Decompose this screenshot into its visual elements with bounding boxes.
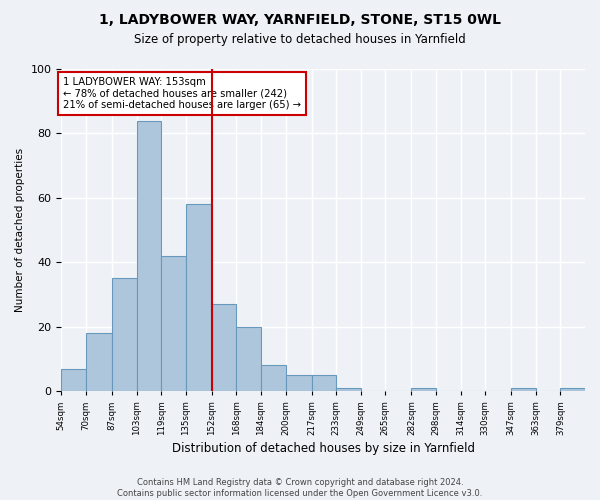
- Bar: [137, 120, 161, 391]
- Bar: [86, 333, 112, 391]
- Bar: [311, 375, 336, 391]
- Bar: [412, 388, 436, 391]
- X-axis label: Distribution of detached houses by size in Yarnfield: Distribution of detached houses by size …: [172, 442, 475, 455]
- Bar: [336, 388, 361, 391]
- Y-axis label: Number of detached properties: Number of detached properties: [15, 148, 25, 312]
- Bar: [286, 375, 311, 391]
- Bar: [261, 366, 286, 391]
- Bar: [511, 388, 536, 391]
- Bar: [112, 278, 137, 391]
- Bar: [61, 368, 86, 391]
- Text: 1, LADYBOWER WAY, YARNFIELD, STONE, ST15 0WL: 1, LADYBOWER WAY, YARNFIELD, STONE, ST15…: [99, 12, 501, 26]
- Bar: [236, 326, 261, 391]
- Text: 1 LADYBOWER WAY: 153sqm
← 78% of detached houses are smaller (242)
21% of semi-d: 1 LADYBOWER WAY: 153sqm ← 78% of detache…: [63, 77, 301, 110]
- Text: Contains HM Land Registry data © Crown copyright and database right 2024.
Contai: Contains HM Land Registry data © Crown c…: [118, 478, 482, 498]
- Bar: [212, 304, 236, 391]
- Bar: [161, 256, 185, 391]
- Text: Size of property relative to detached houses in Yarnfield: Size of property relative to detached ho…: [134, 32, 466, 46]
- Bar: [185, 204, 212, 391]
- Bar: [560, 388, 585, 391]
